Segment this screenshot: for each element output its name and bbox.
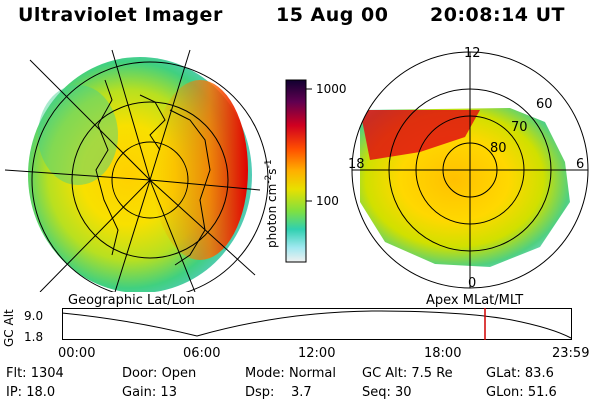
altitude-ytick-low: 1.8 [24, 330, 44, 344]
mlt-label-12: 12 [464, 46, 481, 61]
door-info: Door: Open [122, 366, 197, 381]
altitude-curve [62, 310, 572, 339]
mlat-label-70: 70 [511, 120, 528, 135]
altitude-plot [62, 308, 572, 340]
apex-caption: Apex MLat/MLT [426, 293, 524, 308]
mlat-mlt-grid [351, 51, 589, 289]
ip-info: IP: 18.0 [6, 385, 56, 400]
mlt-label-6: 6 [576, 157, 585, 172]
colorbar-tick-label-1000: 1000 [316, 82, 347, 96]
mode-info: Mode: Normal [245, 366, 336, 381]
colorbar-scale [285, 79, 307, 263]
geographic-image [4, 49, 269, 292]
colorbar-tick-label-100: 100 [316, 194, 339, 208]
gc-altitude-info: GC Alt: 7.5 Re [362, 366, 453, 381]
instrument-title: Ultraviolet Imager [18, 4, 223, 26]
mlat-label-60: 60 [536, 97, 553, 112]
dsp-info: Dsp: 3.7 [245, 385, 312, 400]
altitude-ytick-high: 9.0 [24, 309, 44, 323]
glon-info: GLon: 51.6 [486, 385, 557, 400]
time-tick-0000: 00:00 [58, 346, 96, 361]
altitude-plot-frame [62, 308, 572, 340]
mlt-label-0: 0 [468, 276, 477, 291]
sequence-info: Seq: 30 [362, 385, 412, 400]
glat-info: GLat: 83.6 [486, 366, 554, 381]
geographic-caption: Geographic Lat/Lon [68, 293, 195, 308]
mlat-label-80: 80 [490, 141, 507, 156]
altitude-ylabel: GC Alt [2, 309, 16, 347]
auroral-emission-right [360, 108, 570, 267]
lat-lon-grid [4, 49, 269, 292]
flight-info: Flt: 1304 [6, 366, 64, 381]
time-tick-0600: 06:00 [183, 346, 221, 361]
time-tick-2359: 23:59 [552, 346, 590, 361]
colorbar-units-label: photon cm-2s-1 [264, 159, 279, 248]
time-label: 20:08:14 UT [430, 4, 566, 26]
date-label: 15 Aug 00 [276, 4, 389, 26]
intensity-colorbar [285, 79, 312, 263]
time-tick-1800: 18:00 [424, 346, 462, 361]
gain-info: Gain: 13 [122, 385, 177, 400]
time-tick-1200: 12:00 [298, 346, 336, 361]
mlt-label-18: 18 [348, 157, 365, 172]
magnetic-polar-image [351, 51, 589, 289]
auroral-emission-left [28, 57, 252, 292]
